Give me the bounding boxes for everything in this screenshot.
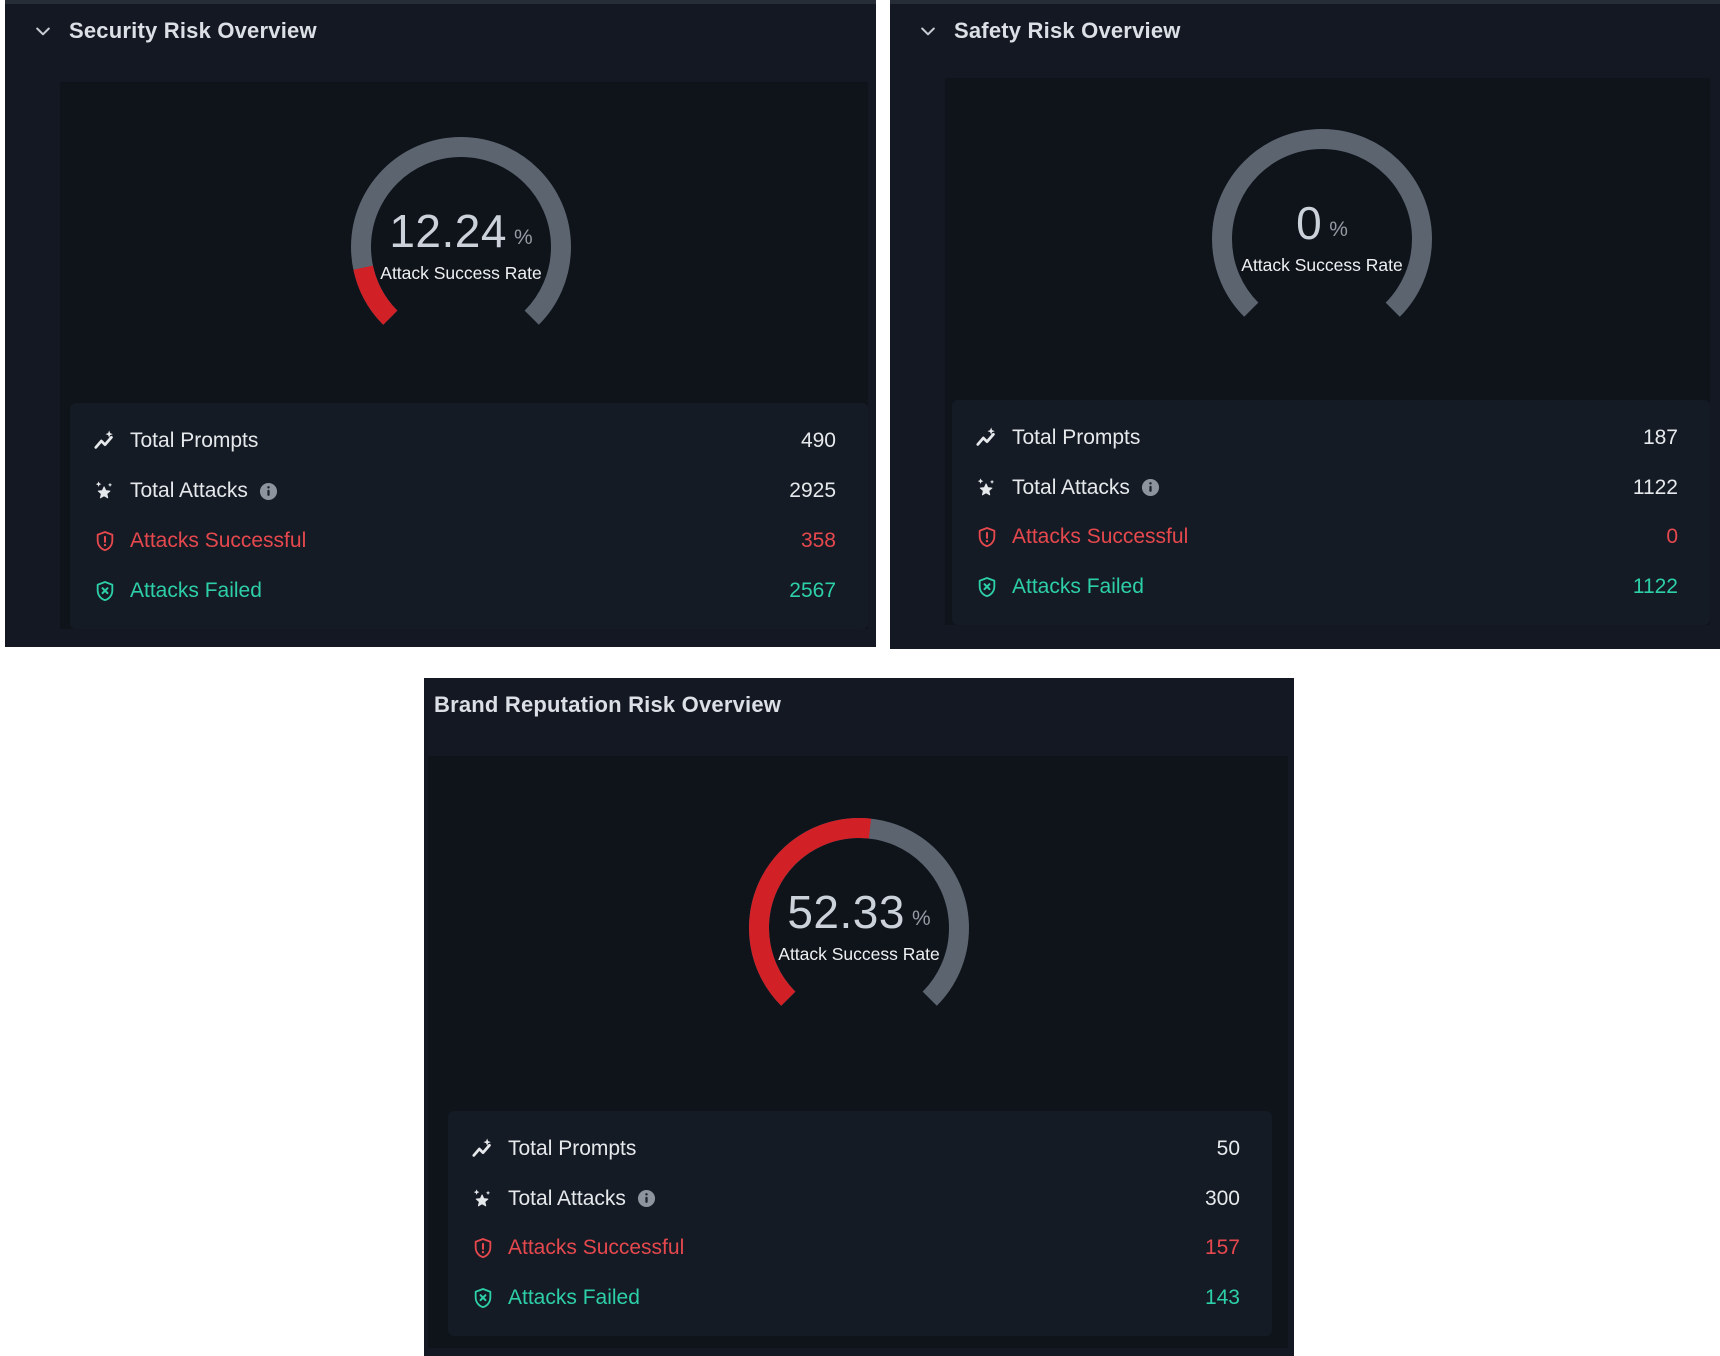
star-sparkles-icon [976, 477, 998, 499]
brand-gauge-chart: 52.33% Attack Success Rate Total Prompts… [428, 756, 1288, 1348]
stat-value: 1122 [1632, 575, 1678, 599]
star-sparkles-icon [472, 1188, 494, 1210]
gauge-value: 0 [1296, 197, 1322, 249]
stat-value: 50 [1216, 1136, 1240, 1160]
stat-label: Attacks Failed [130, 579, 262, 602]
info-icon[interactable] [259, 482, 278, 501]
gauge-unit: % [1329, 218, 1348, 241]
panel-security-risk: Security Risk Overview 12.24% Attack Suc… [5, 0, 876, 647]
stat-value: 2567 [789, 579, 836, 602]
shield-alert-icon [472, 1237, 494, 1259]
stat-value: 490 [800, 429, 836, 452]
gauge-unit: % [912, 907, 931, 930]
shield-alert-icon [976, 526, 998, 548]
gauge-track [1212, 129, 1432, 317]
stat-label: Attacks Successful [1012, 525, 1189, 549]
brand-panel-header: Brand Reputation Risk Overview [424, 678, 1294, 732]
gauge-fill [353, 265, 398, 325]
stat-row-attacks-failed: Attacks Failed 2567 [70, 579, 868, 603]
stat-label: Total Prompts [1012, 425, 1141, 449]
stat-row-attacks-failed: Attacks Failed 1122 [952, 575, 1710, 599]
safety-gauge-chart: 0% Attack Success Rate Total Prompts 187… [945, 78, 1710, 625]
attack-success-gauge: 52.33% Attack Success Rate [749, 818, 969, 1006]
stat-value: 143 [1204, 1286, 1240, 1310]
shield-x-icon [976, 576, 998, 598]
stats-card: Total Prompts 50 Total Attacks 300 Attac… [448, 1111, 1272, 1336]
stat-value: 157 [1204, 1236, 1240, 1260]
page-title: Security Risk Overview [69, 18, 317, 43]
stat-label: Total Prompts [130, 429, 259, 452]
stat-row-total-attacks: Total Attacks 300 [448, 1187, 1272, 1211]
chevron-down-icon[interactable] [33, 21, 53, 41]
stat-row-attacks-successful: Attacks Successful 157 [448, 1236, 1272, 1260]
panel-top-divider [5, 0, 876, 4]
gauge-track [351, 137, 571, 325]
shield-x-icon [472, 1287, 494, 1309]
stat-label: Total Attacks [508, 1186, 626, 1210]
stats-card: Total Prompts 490 Total Attacks 2925 Att… [70, 403, 868, 629]
stat-value: 187 [1642, 425, 1678, 449]
gauge-label: Attack Success Rate [1241, 255, 1402, 275]
stat-row-total-prompts: Total Prompts 50 [448, 1137, 1272, 1161]
stat-row-total-prompts: Total Prompts 187 [952, 426, 1710, 450]
gauge-unit: % [514, 226, 533, 249]
trend-sparkle-icon [976, 427, 998, 449]
panel-top-divider [890, 0, 1720, 4]
shield-alert-icon [94, 530, 116, 552]
stat-label: Attacks Successful [130, 529, 307, 552]
stat-label: Total Attacks [1012, 475, 1130, 499]
svg-text:12.24%: 12.24% [389, 205, 532, 257]
stat-row-total-attacks: Total Attacks 1122 [952, 476, 1710, 500]
stat-value: 358 [800, 529, 836, 552]
shield-x-icon [94, 580, 116, 602]
chevron-down-icon[interactable] [918, 21, 938, 41]
stat-value: 300 [1204, 1186, 1240, 1210]
attack-success-gauge: 0% Attack Success Rate [1212, 129, 1432, 317]
svg-text:0%: 0% [1296, 197, 1348, 249]
safety-panel-header: Safety Risk Overview [890, 0, 1720, 62]
stat-row-attacks-failed: Attacks Failed 143 [448, 1286, 1272, 1310]
stat-row-attacks-successful: Attacks Successful 0 [952, 525, 1710, 549]
stats-card: Total Prompts 187 Total Attacks 1122 Att… [952, 400, 1710, 625]
stat-label: Attacks Failed [1012, 575, 1144, 599]
stat-label: Attacks Successful [508, 1236, 685, 1260]
gauge-fill [749, 818, 872, 1006]
page-title: Brand Reputation Risk Overview [434, 692, 782, 717]
attack-success-gauge: 12.24% Attack Success Rate [351, 137, 571, 325]
stat-label: Total Prompts [508, 1136, 637, 1160]
stat-value: 0 [1666, 525, 1678, 549]
stat-row-total-prompts: Total Prompts 490 [70, 429, 868, 453]
stat-label: Total Attacks [130, 479, 248, 502]
info-icon[interactable] [637, 1189, 656, 1208]
gauge-label: Attack Success Rate [380, 263, 541, 283]
stat-row-attacks-successful: Attacks Successful 358 [70, 529, 868, 553]
stat-value: 2925 [789, 479, 836, 502]
trend-sparkle-icon [94, 430, 116, 452]
stat-value: 1122 [1632, 475, 1678, 499]
page-title: Safety Risk Overview [954, 18, 1181, 43]
trend-sparkle-icon [472, 1138, 494, 1160]
security-gauge-chart: 12.24% Attack Success Rate Total Prompts… [60, 82, 868, 629]
panel-safety-risk: Safety Risk Overview 0% Attack Success R… [890, 0, 1720, 649]
security-panel-header: Security Risk Overview [5, 0, 876, 62]
info-icon[interactable] [1141, 478, 1160, 497]
gauge-value: 52.33 [787, 886, 905, 938]
svg-text:52.33%: 52.33% [787, 886, 930, 938]
stat-row-total-attacks: Total Attacks 2925 [70, 479, 868, 503]
gauge-value: 12.24 [389, 205, 507, 257]
gauge-label: Attack Success Rate [778, 944, 939, 964]
star-sparkles-icon [94, 480, 116, 502]
panel-brand-reputation-risk: Brand Reputation Risk Overview 52.33% At… [424, 678, 1294, 1356]
stat-label: Attacks Failed [508, 1286, 640, 1310]
